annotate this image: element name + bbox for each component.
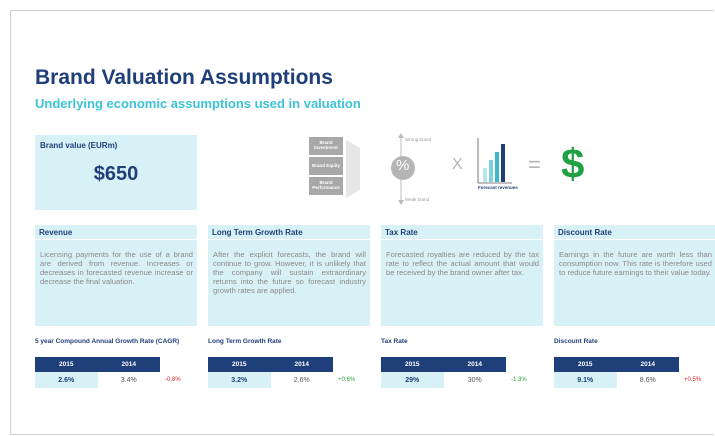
table-header: 2015 2014 xyxy=(35,357,160,372)
brand-value: $650 xyxy=(93,163,139,185)
diagram-icons xyxy=(346,133,512,205)
section-title: Discount Rate xyxy=(554,225,715,239)
times: X xyxy=(452,156,463,173)
brand-value-label: Brand value (EURm) xyxy=(40,141,118,150)
percent-circle xyxy=(391,156,415,180)
frame xyxy=(10,10,714,435)
section-title: Tax Rate xyxy=(381,225,543,239)
column-header: 2014 xyxy=(640,361,655,368)
column-header: 2015 xyxy=(405,361,420,368)
stack-box: Brand Performance xyxy=(309,177,343,195)
forecast-label: Forecast revenues xyxy=(478,185,518,190)
table-cell: 9.1% xyxy=(554,372,617,388)
brand-value-box: Brand value (EURm) $650 xyxy=(35,135,197,210)
table-row: 29% 30% xyxy=(381,372,506,388)
table-label: Tax Rate xyxy=(381,338,408,345)
icon-bar xyxy=(495,152,499,182)
percent: % xyxy=(396,157,410,174)
dollar: $ xyxy=(561,140,585,187)
change: -0.8% xyxy=(165,377,181,383)
column-header: 2015 xyxy=(232,361,247,368)
strong-label: Strong brand xyxy=(405,137,432,142)
table-header: 2015 2014 xyxy=(554,357,679,372)
change: +0.5% xyxy=(684,377,702,383)
section-title: Long Term Growth Rate xyxy=(208,225,370,239)
column-header: 2014 xyxy=(467,361,482,368)
table-cell: 2.6% xyxy=(35,372,98,388)
table-row: 9.1% 8.6% xyxy=(554,372,679,388)
table-cell: 2.6% xyxy=(293,376,310,384)
icon-bar xyxy=(483,168,487,182)
section-body: Licensing payments for the use of a bran… xyxy=(35,240,197,326)
table-label: 5 year Compound Annual Growth Rate (CAGR… xyxy=(35,338,180,345)
table-label: Long Term Growth Rate xyxy=(208,338,282,345)
table-cell: 8.6% xyxy=(639,376,656,384)
table-header: 2015 2014 xyxy=(208,357,333,372)
arrow-head xyxy=(398,133,404,138)
subtitle: Underlying economic assumptions used in … xyxy=(35,96,361,111)
table-cell: 3.4% xyxy=(120,376,137,384)
section-body: Earnings in the future are worth less th… xyxy=(554,240,715,326)
title: Brand Valuation Assumptions xyxy=(35,66,333,89)
section-body: After the explicit forecasts, the brand … xyxy=(208,240,370,326)
icon-bar xyxy=(489,160,493,182)
column-header: 2014 xyxy=(294,361,309,368)
table-cell: 30% xyxy=(467,376,482,384)
section-title: Revenue xyxy=(35,225,197,239)
stack-box: Brand Investment xyxy=(309,137,343,155)
change: -1.3% xyxy=(511,377,527,383)
table-cell: 3.2% xyxy=(208,372,271,388)
table-row: 2.6% 3.4% xyxy=(35,372,160,388)
arrow-head xyxy=(398,200,404,205)
table-cell: 29% xyxy=(381,372,444,388)
change: +0.6% xyxy=(338,377,356,383)
column-header: 2015 xyxy=(578,361,593,368)
icon-bar xyxy=(501,144,505,182)
funnel xyxy=(346,140,360,198)
table-label: Discount Rate xyxy=(554,338,598,345)
table-header: 2015 2014 xyxy=(381,357,506,372)
weak-label: Weak brand xyxy=(405,197,430,202)
stack-box: Brand Equity xyxy=(309,157,343,175)
column-header: 2014 xyxy=(121,361,136,368)
section-body: Forecasted royalties are reduced by the … xyxy=(381,240,543,326)
table-row: 3.2% 2.6% xyxy=(208,372,333,388)
column-header: 2015 xyxy=(59,361,74,368)
equals: = xyxy=(528,152,541,177)
